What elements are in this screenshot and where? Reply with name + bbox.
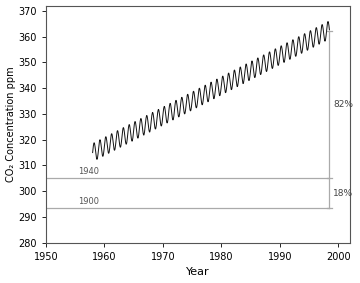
- Text: 82%: 82%: [333, 100, 353, 109]
- Y-axis label: CO₂ Concentration ppm: CO₂ Concentration ppm: [5, 67, 15, 182]
- Text: 1900: 1900: [78, 197, 99, 206]
- Text: 18%: 18%: [333, 189, 353, 198]
- X-axis label: Year: Year: [186, 267, 210, 277]
- Text: 1940: 1940: [78, 167, 99, 176]
